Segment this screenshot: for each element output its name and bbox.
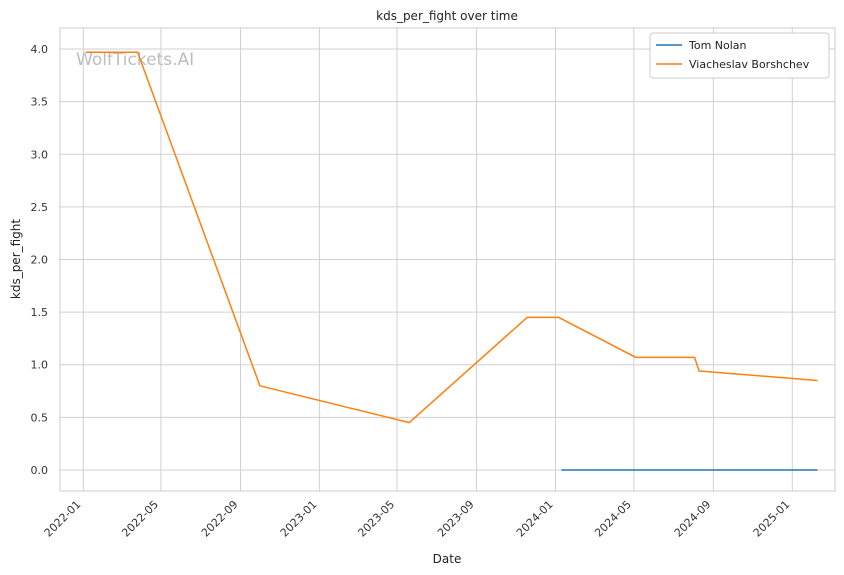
grid (60, 28, 835, 491)
x-tick-label: 2022-01 (42, 498, 84, 540)
y-tick-label: 1.5 (31, 306, 49, 319)
legend-label: Viacheslav Borshchev (689, 58, 810, 71)
plot-frame (59, 27, 836, 492)
x-tick-label: 2022-05 (119, 498, 161, 540)
x-axis-label: Date (433, 552, 462, 566)
x-tick-label: 2024-09 (672, 498, 714, 540)
y-tick-label: 1.0 (31, 359, 49, 372)
series-line-viacheslav-borshchev (85, 51, 818, 424)
x-tick-label: 2023-05 (355, 498, 397, 540)
y-tick-label: 0.5 (31, 411, 49, 424)
legend-box (649, 32, 830, 79)
y-axis-ticks: 0.0 0.5 1.0 1.5 2.0 2.5 3.0 3.5 4.0 (31, 43, 49, 477)
y-tick-label: 4.0 (31, 43, 49, 56)
chart-title: kds_per_fight over time (376, 9, 518, 23)
y-axis-label: kds_per_fight (9, 219, 23, 300)
series-layer (85, 51, 818, 471)
x-tick-label: 2024-01 (514, 498, 556, 540)
legend: Tom Nolan Viacheslav Borshchev (649, 32, 830, 79)
watermark: WolfTickets.AI (76, 50, 194, 70)
y-tick-label: 3.0 (31, 148, 49, 161)
legend-label: Tom Nolan (688, 39, 747, 52)
x-tick-label: 2023-09 (435, 498, 477, 540)
x-tick-label: 2022-09 (199, 498, 241, 540)
x-axis-ticks: 2022-01 2022-05 2022-09 2023-01 2023-05 2023-… (42, 498, 793, 540)
y-tick-label: 2.0 (31, 254, 49, 267)
x-tick-label: 2025-01 (751, 498, 793, 540)
y-tick-label: 2.5 (31, 201, 49, 214)
y-tick-label: 0.0 (31, 464, 49, 477)
x-tick-label: 2023-01 (278, 498, 320, 540)
x-tick-label: 2024-05 (592, 498, 634, 540)
y-tick-label: 3.5 (31, 96, 49, 109)
